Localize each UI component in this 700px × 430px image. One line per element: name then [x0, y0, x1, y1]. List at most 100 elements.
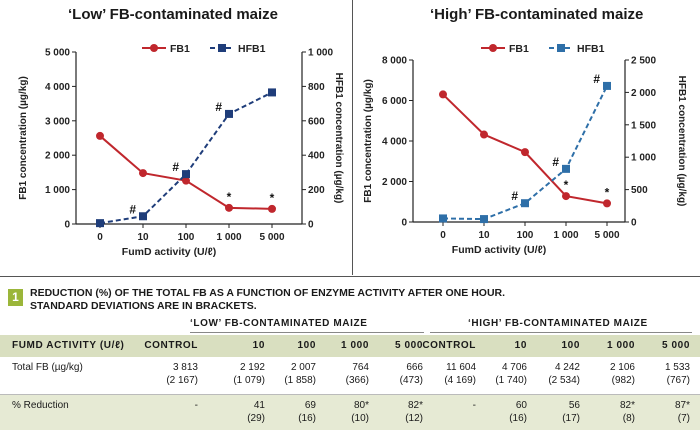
chart-high-title: ‘High’ FB-contaminated maize [430, 6, 644, 23]
data-point-hfb1 [96, 219, 104, 228]
significance-marker: * [605, 185, 610, 199]
data-point-hfb1 [439, 214, 447, 223]
x-tick-label: 100 [517, 230, 534, 241]
table-col-header: CONTROL [422, 340, 476, 351]
table-cell-sd: (767) [666, 375, 690, 386]
table-cell-sd: (2 167) [166, 375, 198, 386]
data-point-hfb1 [603, 81, 611, 90]
table-header-label: FUMD ACTIVITY (U/ℓ) [12, 340, 125, 351]
section-divider [0, 276, 700, 277]
table-cell-sd: (1 740) [495, 375, 527, 386]
table-cell-sd: (1 079) [233, 375, 265, 386]
table-cell-sd: (29) [247, 413, 265, 424]
data-point-hfb1 [139, 212, 147, 221]
table-col-header: 100 [561, 340, 580, 351]
y-left-tick-label: 5 000 [45, 48, 70, 59]
y-left-tick-label: 8 000 [382, 56, 407, 67]
significance-marker: # [129, 202, 136, 216]
significance-marker: # [593, 72, 600, 86]
y-left-tick-label: 4 000 [382, 137, 407, 148]
legend-marker [489, 44, 497, 52]
table-cell-sd: (16) [509, 413, 527, 424]
table-cell-sd: (7) [677, 413, 690, 424]
data-point-fb1 [182, 176, 190, 185]
table-cell-value: 82* [619, 400, 635, 411]
table-row-total-fb: Total FB (µg/kg) 3 813 (2 167) 2 192 (1 079… [0, 357, 700, 395]
data-point-fb1 [603, 199, 611, 208]
table-number-badge: 1 [8, 289, 23, 306]
table-cell-sd: (17) [562, 413, 580, 424]
table-cell-value: 69 [304, 400, 316, 411]
table-caption-line2: Standard deviations are in brackets. [30, 300, 257, 312]
y-left-tick-label: 4 000 [45, 82, 70, 93]
legend-marker [218, 44, 226, 52]
table-col-header: 10 [252, 340, 265, 351]
table-cell-sd: (4 169) [444, 375, 476, 386]
x-axis-label: FumD activity (U/ℓ) [122, 246, 216, 258]
y-axis-right-label: HFB1 concentration (µg/kg) [676, 76, 687, 207]
table-cell-value: 82* [407, 400, 423, 411]
table-cell-value: 80* [353, 400, 369, 411]
y-left-tick-label: 6 000 [382, 96, 407, 107]
data-point-fb1 [139, 169, 147, 178]
data-point-hfb1 [225, 109, 233, 118]
y-axis-left-label: FB1 concentration (µg/kg) [363, 79, 374, 203]
y-right-tick-label: 1 000 [308, 48, 333, 59]
y-right-tick-label: 1 000 [631, 153, 656, 164]
y-left-tick-label: 3 000 [45, 116, 70, 127]
y-right-tick-label: 800 [308, 82, 325, 93]
table-cell-value: 11 604 [446, 362, 476, 373]
x-axis-label: FumD activity (U/ℓ) [452, 244, 546, 256]
legend-label: FB1 [170, 43, 190, 55]
y-right-tick-label: 1 500 [631, 120, 656, 131]
x-tick-label: 5 000 [594, 230, 619, 241]
data-point-hfb1 [562, 164, 570, 173]
data-point-hfb1 [480, 215, 488, 224]
table-cell-sd: (366) [345, 375, 369, 386]
significance-marker: * [227, 190, 232, 204]
charts-area: ‘Low’ FB-contaminated maize ‘High’ FB-co… [18, 0, 687, 275]
table-cell-value: 87* [674, 400, 690, 411]
table-header-row: FUMD ACTIVITY (U/ℓ) CONTROL 10 100 1 000 5 0… [0, 335, 700, 357]
y-right-tick-label: 2 500 [631, 56, 656, 67]
chart-low: 0 1 000 2 000 3 000 4 000 5 000 0 200 400 600 800 1… [18, 43, 344, 258]
significance-marker: * [270, 191, 275, 205]
table-cell-value: - [472, 400, 476, 411]
table-cell-value: 60 [515, 400, 527, 411]
y-axis-right-label: HFB1 concentration (µg/kg) [333, 73, 344, 204]
data-point-fb1 [439, 90, 447, 99]
y-right-tick-label: 0 [308, 220, 314, 231]
data-point-fb1 [521, 148, 529, 157]
y-right-tick-label: 600 [308, 116, 325, 127]
y-left-tick-label: 2 000 [45, 151, 70, 162]
table-cell-value: 2 192 [239, 362, 265, 373]
series-line-hfb1 [99, 91, 273, 225]
legend-label: HFB1 [577, 43, 605, 55]
table-cell-value: 666 [406, 362, 423, 373]
row-label-total-fb: Total FB (µg/kg) [12, 362, 83, 373]
table-col-header: 5 000 [394, 340, 423, 351]
y-axis-left-label: FB1 concentration (µg/kg) [18, 76, 29, 200]
data-point-hfb1 [182, 170, 190, 179]
x-tick-label: 10 [478, 230, 490, 241]
table-row-reduction: % Reduction - 41 (29) 69 (16) 80* (10) 82* (12) -… [0, 395, 700, 430]
table-cell-value: 4 242 [554, 362, 580, 373]
table-cell-value: 41 [253, 400, 265, 411]
data-point-fb1 [96, 131, 104, 140]
y-left-tick-label: 0 [64, 220, 70, 231]
y-right-tick-label: 500 [631, 185, 648, 196]
data-point-fb1 [562, 192, 570, 201]
table-cell-sd: (473) [399, 375, 423, 386]
chart-low-title: ‘Low’ FB-contaminated maize [68, 6, 279, 23]
table-cell-sd: (2 534) [548, 375, 580, 386]
data-point-hfb1 [268, 88, 276, 97]
table-group-low: ‘LOW’ FB-CONTAMINATED MAIZE [190, 318, 368, 329]
y-left-tick-label: 0 [401, 218, 407, 229]
table-cell-value: 4 706 [501, 362, 527, 373]
table-cell-sd: (982) [611, 375, 635, 386]
significance-marker: # [511, 189, 518, 203]
x-tick-label: 1 000 [216, 232, 241, 243]
significance-marker: # [215, 100, 222, 114]
y-right-tick-label: 400 [308, 151, 325, 162]
x-tick-label: 5 000 [259, 232, 284, 243]
